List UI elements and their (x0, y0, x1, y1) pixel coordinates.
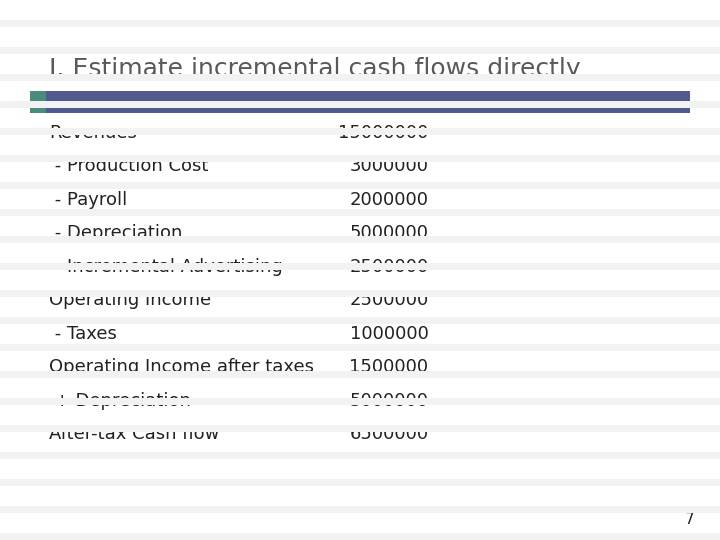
Text: - Depreciation: - Depreciation (49, 224, 182, 242)
Text: I. Estimate incremental cash flows directly: I. Estimate incremental cash flows direc… (49, 57, 580, 80)
Text: 1500000: 1500000 (349, 358, 428, 376)
Text: + Depreciation: + Depreciation (49, 392, 191, 410)
Text: - Incremental Advertising: - Incremental Advertising (49, 258, 283, 276)
Text: 6500000: 6500000 (349, 425, 428, 443)
Text: - Production Cost: - Production Cost (49, 157, 208, 176)
Text: 5000000: 5000000 (349, 224, 428, 242)
Text: 5000000: 5000000 (349, 392, 428, 410)
Text: - Payroll: - Payroll (49, 191, 127, 209)
Text: 7: 7 (685, 511, 695, 526)
Text: Operating Income after taxes: Operating Income after taxes (49, 358, 314, 376)
Text: 15000000: 15000000 (338, 124, 428, 142)
Text: After-tax Cash flow: After-tax Cash flow (49, 425, 220, 443)
Text: Operating Income: Operating Income (49, 291, 211, 309)
Text: Revenues: Revenues (49, 124, 137, 142)
FancyBboxPatch shape (46, 91, 690, 113)
Text: 1000000: 1000000 (349, 325, 428, 343)
Text: - Taxes: - Taxes (49, 325, 117, 343)
Text: 2000000: 2000000 (349, 191, 428, 209)
Text: 2500000: 2500000 (349, 291, 428, 309)
Text: 2500000: 2500000 (349, 258, 428, 276)
Text: 3000000: 3000000 (349, 157, 428, 176)
FancyBboxPatch shape (30, 91, 46, 113)
